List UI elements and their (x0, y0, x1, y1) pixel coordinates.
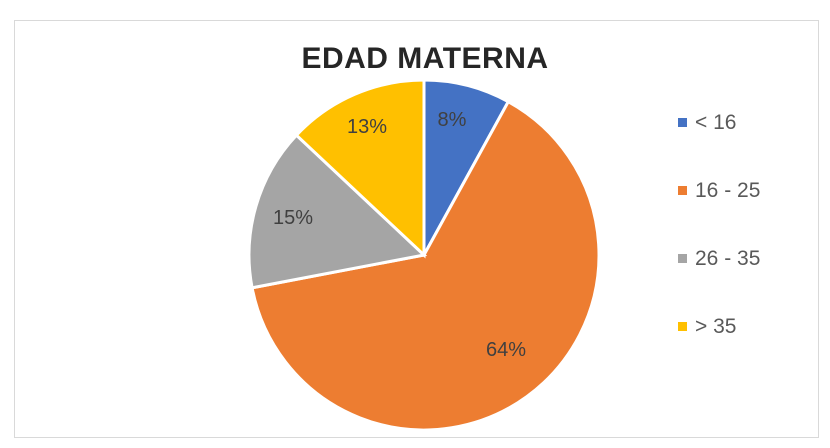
slice-data-label: 13% (347, 116, 387, 138)
pie-slice-26-35 (247, 133, 428, 290)
legend-label: < 16 (695, 110, 737, 134)
pie-slice-gt35 (294, 78, 426, 259)
legend-item-gt35: > 35 (678, 314, 760, 339)
legend-swatch (678, 118, 687, 127)
legend-item-lt16: < 16 (678, 110, 760, 135)
legend-label: > 35 (695, 314, 737, 338)
legend-swatch (678, 254, 687, 263)
pie-slice-16-25 (250, 99, 601, 432)
legend-item-26-35: 26 - 35 (678, 246, 760, 271)
legend-swatch (678, 322, 687, 331)
slice-data-label: 64% (486, 339, 526, 361)
legend-swatch (678, 186, 687, 195)
slice-data-label: 8% (438, 109, 467, 131)
chart-title: EDAD MATERNA (301, 42, 549, 75)
chart-legend: < 16 16 - 25 26 - 35 > 35 (678, 110, 760, 382)
legend-item-16-25: 16 - 25 (678, 178, 760, 203)
slice-data-label: 15% (273, 207, 313, 229)
legend-label: 26 - 35 (695, 246, 761, 270)
legend-label: 16 - 25 (695, 178, 761, 202)
